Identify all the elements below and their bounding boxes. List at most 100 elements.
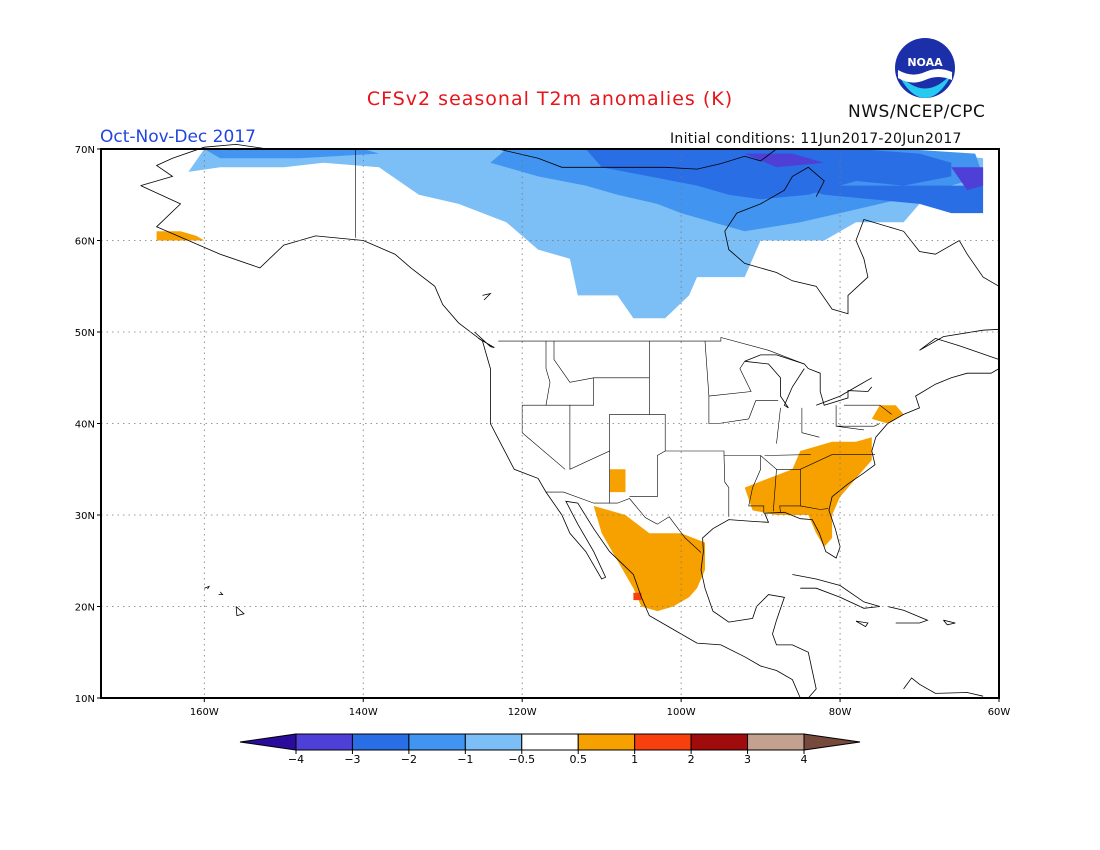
border-segment	[773, 469, 777, 512]
border-segment	[708, 361, 752, 397]
coastline-segment	[235, 606, 245, 617]
lat-tick-label: 60N	[75, 237, 95, 248]
colorbar-bin	[803, 733, 861, 751]
border-segment	[629, 450, 666, 497]
noaa-logo-icon: NOAA	[895, 38, 955, 98]
region-baffin-cool	[204, 149, 380, 159]
longitude-labels: 160W 140W 120W 100W 80W 60W	[190, 698, 1011, 718]
colorbar-label: 0.5	[569, 753, 587, 766]
border-segment	[609, 414, 650, 451]
colorbar-label: 4	[801, 753, 808, 766]
region-baffin-strong-cool	[585, 149, 952, 200]
coastline-segment	[744, 354, 805, 409]
colorbar	[239, 733, 861, 751]
colorbar-label: −0.5	[508, 753, 535, 766]
border-segment	[718, 418, 749, 424]
coastline-segment	[218, 591, 224, 595]
border-segment	[748, 400, 779, 420]
lat-tick-label: 50N	[75, 328, 95, 339]
region-southwest-warm	[609, 469, 626, 493]
border-segment	[545, 341, 551, 406]
border-segment	[748, 455, 765, 514]
lat-tick-label: 70N	[75, 145, 95, 156]
border-segment	[800, 505, 829, 510]
colorbar-bin	[577, 733, 636, 751]
coastline-segment	[700, 368, 1000, 699]
region-mexico-hot	[633, 592, 642, 601]
region-greenland-cold-2	[951, 167, 984, 191]
colorbar-bin	[747, 733, 805, 751]
coastline-segment	[204, 585, 211, 590]
coastline-segment	[498, 148, 777, 170]
colorbar-bin	[521, 733, 579, 751]
coastline-segment	[816, 377, 872, 406]
region-greenland-cold	[744, 153, 825, 168]
coastline-segment	[776, 354, 873, 406]
coastline-segment	[943, 619, 956, 626]
colorbar-label: 1	[631, 753, 638, 766]
coastline-segment	[474, 331, 495, 348]
coastline-segment	[140, 185, 801, 699]
colorbar-bin	[239, 733, 297, 751]
latitude-labels: 10N 20N 30N 40N 50N 60N 70N	[75, 145, 101, 705]
colorbar-bin	[351, 733, 410, 751]
coastline-segment	[855, 620, 869, 628]
region-mexico-warm	[593, 505, 705, 612]
colorbar-label: −1	[457, 753, 473, 766]
colorbar-label: −2	[401, 753, 417, 766]
colorbar-labels: −4 −3 −2 −1 −0.5 0.5 1 2 3 4	[288, 750, 808, 766]
colorbar-label: 2	[688, 753, 695, 766]
border-segment	[776, 407, 781, 444]
lon-tick-label: 140W	[349, 707, 378, 718]
lon-tick-label: 160W	[190, 707, 219, 718]
coastlines	[140, 143, 1000, 699]
coastline-segment	[792, 574, 880, 609]
lon-tick-label: 120W	[508, 707, 537, 718]
lat-tick-label: 40N	[75, 420, 95, 431]
colorbar-label: −3	[344, 753, 360, 766]
lat-tick-label: 10N	[75, 694, 95, 705]
lon-tick-label: 60W	[988, 707, 1011, 718]
coastline-segment	[887, 606, 929, 624]
colorbar-bin	[464, 733, 523, 751]
lon-tick-label: 100W	[667, 707, 696, 718]
border-segment	[704, 341, 719, 424]
coastline-segment	[724, 166, 1000, 315]
coastline-segment	[482, 292, 492, 301]
border-segment	[844, 404, 892, 415]
colorbar-bin	[295, 733, 353, 751]
border-segment	[836, 425, 864, 431]
colorbar-bin	[408, 733, 466, 751]
border-segment	[723, 455, 730, 517]
border-segment	[835, 405, 880, 427]
lon-tick-label: 80W	[829, 707, 852, 718]
border-segment	[764, 454, 811, 456]
colorbar-bin	[690, 733, 749, 751]
region-alaska-warm	[156, 231, 205, 241]
border-segment	[569, 405, 610, 504]
initial-conditions-label: Initial conditions: 11Jun2017-20Jun2017	[670, 131, 962, 147]
page-title: CFSv2 seasonal T2m anomalies (K)	[366, 88, 734, 110]
border-segment	[498, 337, 805, 365]
border-segment	[522, 377, 875, 470]
coastline-segment	[140, 143, 268, 186]
anomaly-regions	[156, 149, 984, 612]
border-segment	[801, 432, 820, 438]
coastline-segment	[903, 677, 984, 697]
region-labrador-strong-cool	[792, 185, 984, 214]
border-segment	[553, 341, 594, 383]
border-segment	[521, 405, 566, 470]
region-northeast-warm	[871, 405, 904, 424]
agency-label: NWS/NCEP/CPC	[848, 102, 986, 122]
border-segment	[779, 469, 801, 513]
noaa-logo-text: NOAA	[907, 56, 943, 69]
colorbar-bin	[634, 733, 692, 751]
border-segment	[546, 491, 702, 553]
season-label: Oct-Nov-Dec 2017	[100, 127, 256, 147]
region-southeast-warm	[744, 437, 872, 547]
lat-tick-label: 20N	[75, 603, 95, 614]
colorbar-label: 3	[744, 753, 751, 766]
lat-tick-label: 30N	[75, 511, 95, 522]
coastline-segment	[919, 328, 1000, 360]
